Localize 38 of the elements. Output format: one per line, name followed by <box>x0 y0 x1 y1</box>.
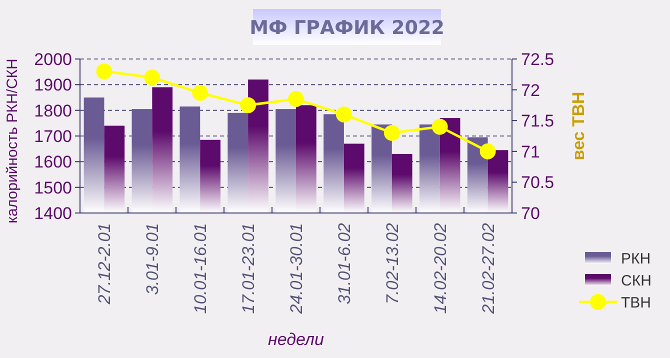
point <box>144 70 160 86</box>
legend-label: СКН <box>621 272 652 290</box>
y-tick-label: 1500 <box>34 178 72 198</box>
y-tick-label: 1700 <box>34 126 72 146</box>
chart-title: МФ ГРАФИК 2022 <box>250 17 444 39</box>
point <box>96 63 112 80</box>
x-tick-label: 3.01-9.01 <box>143 223 162 295</box>
x-tick-label: 31.01-6.02 <box>334 222 354 304</box>
legend-label: ТВН <box>621 294 651 312</box>
y-tick-label: 1900 <box>34 76 72 95</box>
y-tick-label: 1800 <box>34 101 72 120</box>
y2-tick-label: 72 <box>521 80 540 100</box>
point <box>240 97 256 114</box>
y2-tick-label: 70 <box>521 204 540 223</box>
y-tick-label: 1400 <box>34 204 72 223</box>
point <box>384 124 400 141</box>
y2-axis-title: вес ТВН <box>569 92 588 160</box>
legend-label: РКН <box>621 250 651 268</box>
y2-tick-label: 71 <box>521 142 540 162</box>
y2-tick-label: 71.5 <box>521 112 554 131</box>
x-tick-label: 14.02-20.02 <box>430 222 450 314</box>
x-axis-title: недели <box>268 330 325 349</box>
y2-tick-label: 72.5 <box>521 50 554 69</box>
y-tick-label: 2000 <box>34 50 72 69</box>
point <box>192 84 208 101</box>
x-tick-label: 17.01-23.01 <box>239 223 258 314</box>
point <box>480 143 496 160</box>
x-tick-label: 24.01-30.01 <box>287 223 306 315</box>
x-tick-label: 27.12-2.01 <box>95 223 114 306</box>
y-tick-label: 1600 <box>34 152 72 172</box>
point <box>288 91 304 108</box>
y-axis-title: калорийность РКН/СКН <box>4 58 21 224</box>
x-tick-label: 21.02-27.02 <box>478 222 498 315</box>
point <box>432 118 448 135</box>
x-tick-label: 10.01-16.01 <box>191 223 210 314</box>
y2-tick-label: 70.5 <box>521 173 554 192</box>
point <box>336 106 352 122</box>
x-tick-label: 7.02-13.02 <box>382 222 402 304</box>
